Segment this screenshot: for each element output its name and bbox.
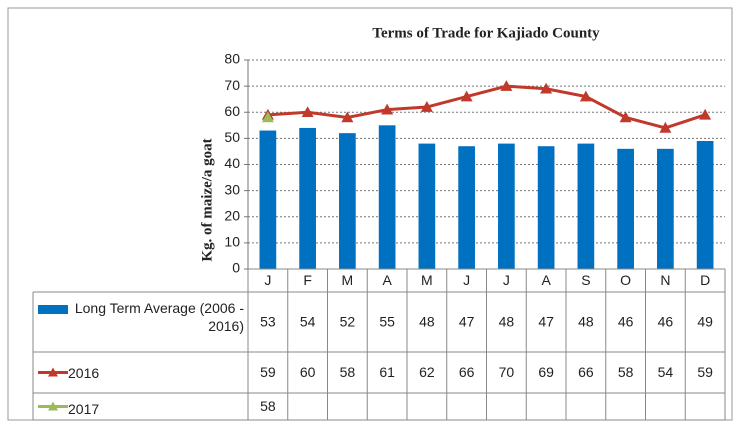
marker xyxy=(579,90,592,102)
bar xyxy=(299,127,316,269)
marker xyxy=(261,111,274,123)
table-value: 58 xyxy=(618,364,634,380)
bar xyxy=(339,133,356,269)
table-value: 47 xyxy=(538,314,554,330)
x-tick-label: M xyxy=(342,272,354,288)
marker xyxy=(540,82,553,94)
table-value: 52 xyxy=(340,314,356,330)
table-value: 46 xyxy=(658,314,674,330)
bar xyxy=(498,143,515,269)
bar xyxy=(458,146,475,269)
table-value: 70 xyxy=(499,364,515,380)
marker xyxy=(460,90,473,102)
legend-label: 2017 xyxy=(68,401,100,417)
marker xyxy=(699,108,712,120)
table-value: 55 xyxy=(379,314,395,330)
line xyxy=(267,84,706,130)
y-tick-label: 70 xyxy=(224,77,240,93)
legend-item: 2017 xyxy=(68,401,100,417)
bar xyxy=(378,125,396,269)
y-tick-label: 20 xyxy=(224,207,240,223)
marker xyxy=(341,111,354,123)
marker xyxy=(500,80,513,91)
y-axis-label: Kg. of maize/a goat xyxy=(199,138,215,261)
table-value: 54 xyxy=(300,314,316,330)
marker xyxy=(48,401,58,411)
table-value: 54 xyxy=(658,364,674,380)
table-value: 49 xyxy=(697,314,713,330)
x-tick-label: D xyxy=(700,272,710,288)
table-value: 58 xyxy=(260,398,276,414)
y-tick-label: 50 xyxy=(224,129,240,145)
bar xyxy=(418,143,436,269)
x-tick-label: S xyxy=(581,272,590,288)
bar xyxy=(537,146,555,269)
table-value: 66 xyxy=(578,364,594,380)
bar xyxy=(696,140,714,269)
legend-label: 2016 xyxy=(68,364,100,381)
marker xyxy=(301,106,314,118)
marker xyxy=(48,367,58,377)
bar xyxy=(657,148,674,269)
chart-title: Terms of Trade for Kajiado County xyxy=(372,25,600,41)
x-tick-label: J xyxy=(264,272,271,288)
legend-item: 2016 xyxy=(68,364,100,381)
marker xyxy=(420,101,433,112)
legend-label: Long Term Average (2006 - 2016) xyxy=(74,300,244,334)
y-tick-label: 0 xyxy=(232,260,240,276)
table-value: 69 xyxy=(538,364,554,380)
x-tick-label: N xyxy=(660,272,670,288)
table-value: 66 xyxy=(459,364,475,380)
table-value: 59 xyxy=(260,364,276,380)
table-value: 46 xyxy=(618,314,634,330)
x-tick-label: F xyxy=(303,272,312,288)
table-value: 58 xyxy=(340,364,356,380)
y-tick-label: 80 xyxy=(224,51,240,67)
table-value: 48 xyxy=(578,314,594,330)
table-value: 62 xyxy=(419,364,435,380)
x-tick-label: O xyxy=(620,272,631,288)
x-tick-label: M xyxy=(421,272,433,288)
y-tick-label: 10 xyxy=(224,234,240,250)
y-tick-label: 60 xyxy=(224,103,240,119)
table-value: 48 xyxy=(499,314,515,330)
y-tick-label: 30 xyxy=(224,181,240,197)
marker xyxy=(619,111,632,123)
table-value: 53 xyxy=(260,314,276,330)
x-tick-label: A xyxy=(541,272,551,288)
x-tick-label: J xyxy=(503,272,510,288)
bar xyxy=(577,143,595,269)
table-value: 47 xyxy=(459,314,475,330)
table-value: 60 xyxy=(300,364,316,380)
x-tick-label: A xyxy=(382,272,392,288)
y-tick-label: 40 xyxy=(224,155,240,171)
bar xyxy=(617,148,634,269)
legend-swatch xyxy=(38,305,68,314)
marker xyxy=(659,121,672,133)
chart-frame xyxy=(7,7,733,421)
table-value: 59 xyxy=(697,364,713,380)
bar xyxy=(259,130,277,269)
marker xyxy=(381,103,394,115)
table-value: 48 xyxy=(419,314,435,330)
table-value: 61 xyxy=(379,364,395,380)
x-tick-label: J xyxy=(463,272,470,288)
legend-item: Long Term Average (2006 - 2016) xyxy=(74,300,244,334)
